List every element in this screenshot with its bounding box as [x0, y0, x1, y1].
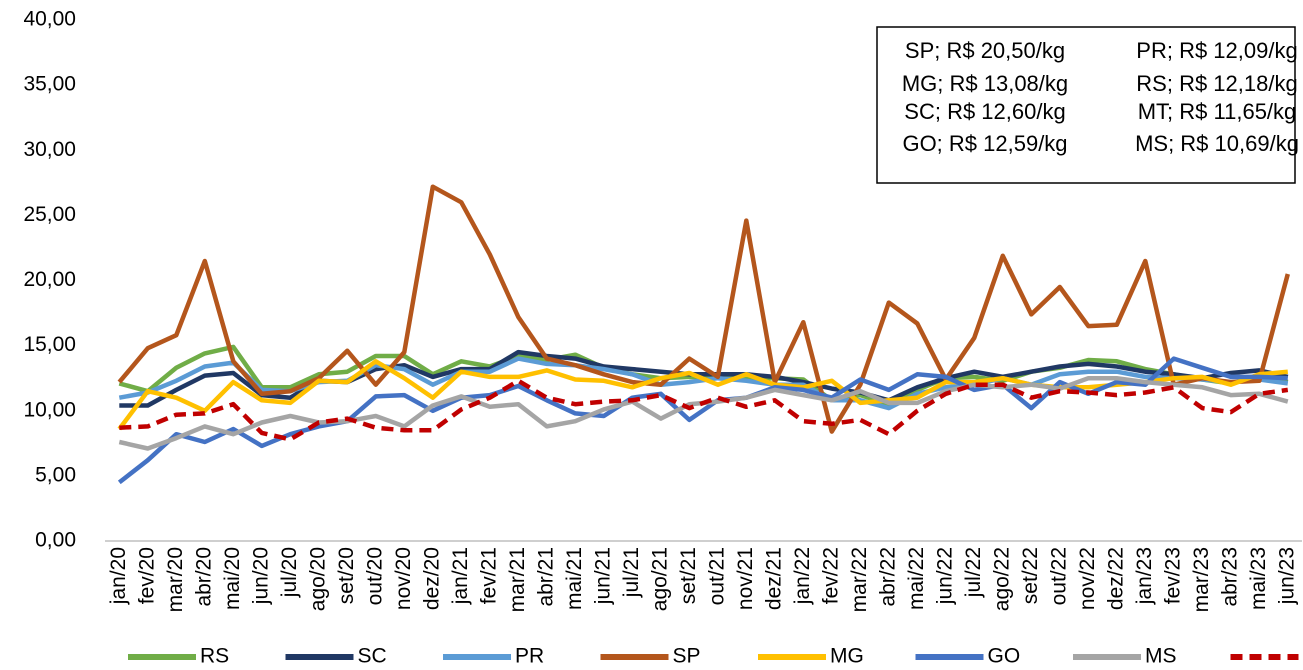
- x-tick-label: jul/21: [620, 547, 643, 598]
- x-tick-label: abr/23: [1218, 547, 1241, 607]
- annotation: GO; R$ 12,59/kg: [902, 131, 1067, 156]
- x-tick-label: nov/20: [392, 547, 415, 610]
- y-tick-label: 40,00: [23, 8, 76, 31]
- legend-label: MS: [1145, 645, 1177, 668]
- x-tick-label: out/21: [705, 547, 728, 605]
- annotation: MG; R$ 13,08/kg: [902, 71, 1068, 96]
- legend-label: PR: [515, 645, 544, 668]
- legend-label: SP: [673, 645, 701, 668]
- y-tick-label: 5,00: [35, 463, 76, 486]
- annotation: SP; R$ 20,50/kg: [905, 38, 1065, 63]
- x-tick-label: jun/22: [933, 547, 956, 605]
- x-tick-label: mai/22: [905, 547, 928, 610]
- x-tick-label: fev/21: [477, 547, 500, 604]
- x-tick-label: dez/20: [420, 547, 443, 610]
- x-tick-label: fev/20: [135, 547, 158, 604]
- legend-label: RS: [200, 645, 229, 668]
- annotation: MT; R$ 11,65/kg: [1138, 99, 1297, 124]
- legend-label: SC: [358, 645, 387, 668]
- x-tick-label: mar/22: [848, 547, 871, 612]
- y-tick-label: 0,00: [35, 529, 76, 552]
- x-tick-label: out/22: [1047, 547, 1070, 605]
- x-tick-label: mar/21: [506, 547, 529, 612]
- legend-label: MG: [830, 645, 864, 668]
- x-tick-label: jan/22: [791, 547, 814, 605]
- annotation: SC; R$ 12,60/kg: [904, 99, 1065, 124]
- legend-label: GO: [988, 645, 1021, 668]
- x-tick-label: ago/22: [990, 547, 1013, 611]
- x-tick-label: nov/22: [1076, 547, 1099, 610]
- y-tick-label: 25,00: [23, 203, 76, 226]
- y-tick-label: 15,00: [23, 333, 76, 356]
- x-tick-label: jul/20: [278, 547, 301, 598]
- x-tick-label: nov/21: [734, 547, 757, 610]
- x-tick-label: mai/21: [563, 547, 586, 610]
- x-tick-label: jul/22: [962, 547, 985, 598]
- x-tick-label: jun/21: [591, 547, 614, 605]
- x-tick-label: jan/21: [449, 547, 472, 605]
- x-tick-label: ago/21: [648, 547, 671, 611]
- x-tick-label: mar/23: [1190, 547, 1213, 612]
- series-line: [117, 184, 1290, 434]
- series-line: [117, 359, 1289, 431]
- x-tick-label: mai/23: [1247, 547, 1270, 610]
- y-tick-label: 35,00: [23, 73, 76, 96]
- series-line: [119, 378, 1289, 442]
- x-tick-label: abr/21: [534, 547, 557, 607]
- x-tick-label: mar/20: [164, 547, 187, 612]
- x-tick-label: dez/21: [762, 547, 785, 610]
- x-tick-label: jan/20: [107, 547, 130, 605]
- x-tick-label: set/21: [677, 547, 700, 604]
- x-tick-label: abr/22: [876, 547, 899, 607]
- y-tick-label: 30,00: [23, 138, 76, 161]
- annotation: RS; R$ 12,18/kg: [1136, 71, 1297, 96]
- x-tick-label: mai/20: [221, 547, 244, 610]
- x-tick-label: abr/20: [192, 547, 215, 607]
- x-tick-label: ago/20: [306, 547, 329, 611]
- x-tick-label: fev/23: [1161, 547, 1184, 604]
- x-tick-label: out/20: [363, 547, 386, 605]
- y-tick-label: 10,00: [23, 398, 76, 421]
- x-tick-label: set/22: [1019, 547, 1042, 604]
- annotation: PR; R$ 12,09/kg: [1136, 38, 1297, 63]
- x-tick-label: jan/23: [1133, 547, 1156, 605]
- x-tick-label: dez/22: [1104, 547, 1127, 610]
- x-tick-label: jun/20: [249, 547, 272, 605]
- x-tick-label: jun/23: [1275, 547, 1298, 605]
- y-tick-label: 20,00: [23, 268, 76, 291]
- x-tick-label: fev/22: [819, 547, 842, 604]
- annotation-box: [876, 26, 1296, 184]
- annotation: MS; R$ 10,69/kg: [1135, 131, 1299, 156]
- x-tick-label: set/20: [335, 547, 358, 604]
